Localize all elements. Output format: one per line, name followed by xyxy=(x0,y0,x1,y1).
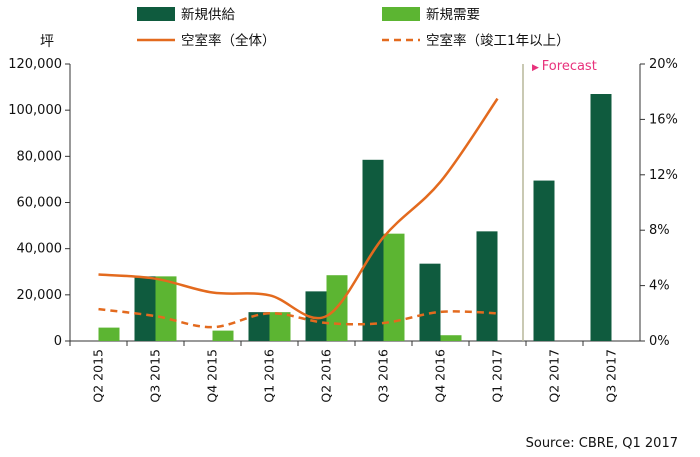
bar-demand xyxy=(212,330,234,341)
bar-supply xyxy=(305,291,327,341)
y-right-tick-label: 0% xyxy=(649,334,670,349)
axes: 0 20,000 40,000 60,000 80,000 100,000 120,000 0… xyxy=(8,57,678,403)
bar-demand xyxy=(383,233,405,341)
y-left-tick-label: 40,000 xyxy=(17,242,63,257)
forecast-marker: ▶ xyxy=(532,63,542,73)
lines xyxy=(98,97,499,329)
y-right-tick-label: 16% xyxy=(649,112,678,127)
bar-supply xyxy=(590,94,612,341)
y-right-tick-label: 12% xyxy=(649,168,678,183)
x-tick-label: Q3 2016 xyxy=(376,349,391,403)
bar-supply xyxy=(476,231,498,341)
x-tick-label: Q2 2016 xyxy=(319,349,334,403)
x-tick-label: Q2 2017 xyxy=(547,349,562,403)
line-vacancy-all xyxy=(98,97,499,320)
bar-demand xyxy=(269,312,291,341)
bar-supply xyxy=(134,276,156,341)
legend-label-vacancy-existing: 空室率（竣工1年以上） xyxy=(426,32,570,49)
x-tick-label: Q2 2015 xyxy=(91,349,106,403)
x-tick-label: Q3 2015 xyxy=(148,349,163,403)
x-tick-label: Q4 2015 xyxy=(205,349,220,403)
y-right-tick-label: 8% xyxy=(649,223,670,238)
bar-supply xyxy=(533,180,555,341)
x-tick-label: Q4 2016 xyxy=(433,349,448,403)
y-left-tick-label: 80,000 xyxy=(17,149,63,164)
x-tick-label: Q1 2016 xyxy=(262,349,277,403)
bar-demand xyxy=(155,276,177,341)
legend-label-demand: 新規需要 xyxy=(426,7,480,23)
y-left-tick-label: 60,000 xyxy=(17,196,63,211)
y-left-tick-label: 0 xyxy=(54,334,62,349)
y-left-tick-label: 120,000 xyxy=(8,57,62,72)
line-vacancy-existing xyxy=(98,307,498,329)
source-text: Source: CBRE, Q1 2017 xyxy=(526,436,678,451)
y-left-tick-label: 100,000 xyxy=(8,103,62,118)
bar-demand xyxy=(440,335,462,341)
x-tick-label: Q3 2017 xyxy=(604,349,619,403)
x-tick-label: Q1 2017 xyxy=(490,349,505,403)
bar-supply xyxy=(419,263,441,341)
legend-label-vacancy-all: 空室率（全体） xyxy=(181,32,276,49)
y-left-tick-label: 20,000 xyxy=(17,288,63,303)
forecast-label: ▶ Forecast xyxy=(532,59,597,74)
forecast-text: Forecast xyxy=(542,59,597,74)
bar-supply xyxy=(248,312,270,341)
legend-label-supply: 新規供給 xyxy=(181,7,235,23)
legend-swatch-supply xyxy=(137,7,175,21)
y-right-tick-label: 4% xyxy=(649,279,670,294)
y-right-tick-label: 20% xyxy=(649,57,678,72)
bar-demand xyxy=(98,327,120,341)
bars xyxy=(98,94,612,341)
legend: 新規供給 新規需要 空室率（全体） 空室率（竣工1年以上） xyxy=(137,7,570,49)
y-left-unit: 坪 xyxy=(40,34,54,50)
legend-swatch-demand xyxy=(382,7,420,21)
